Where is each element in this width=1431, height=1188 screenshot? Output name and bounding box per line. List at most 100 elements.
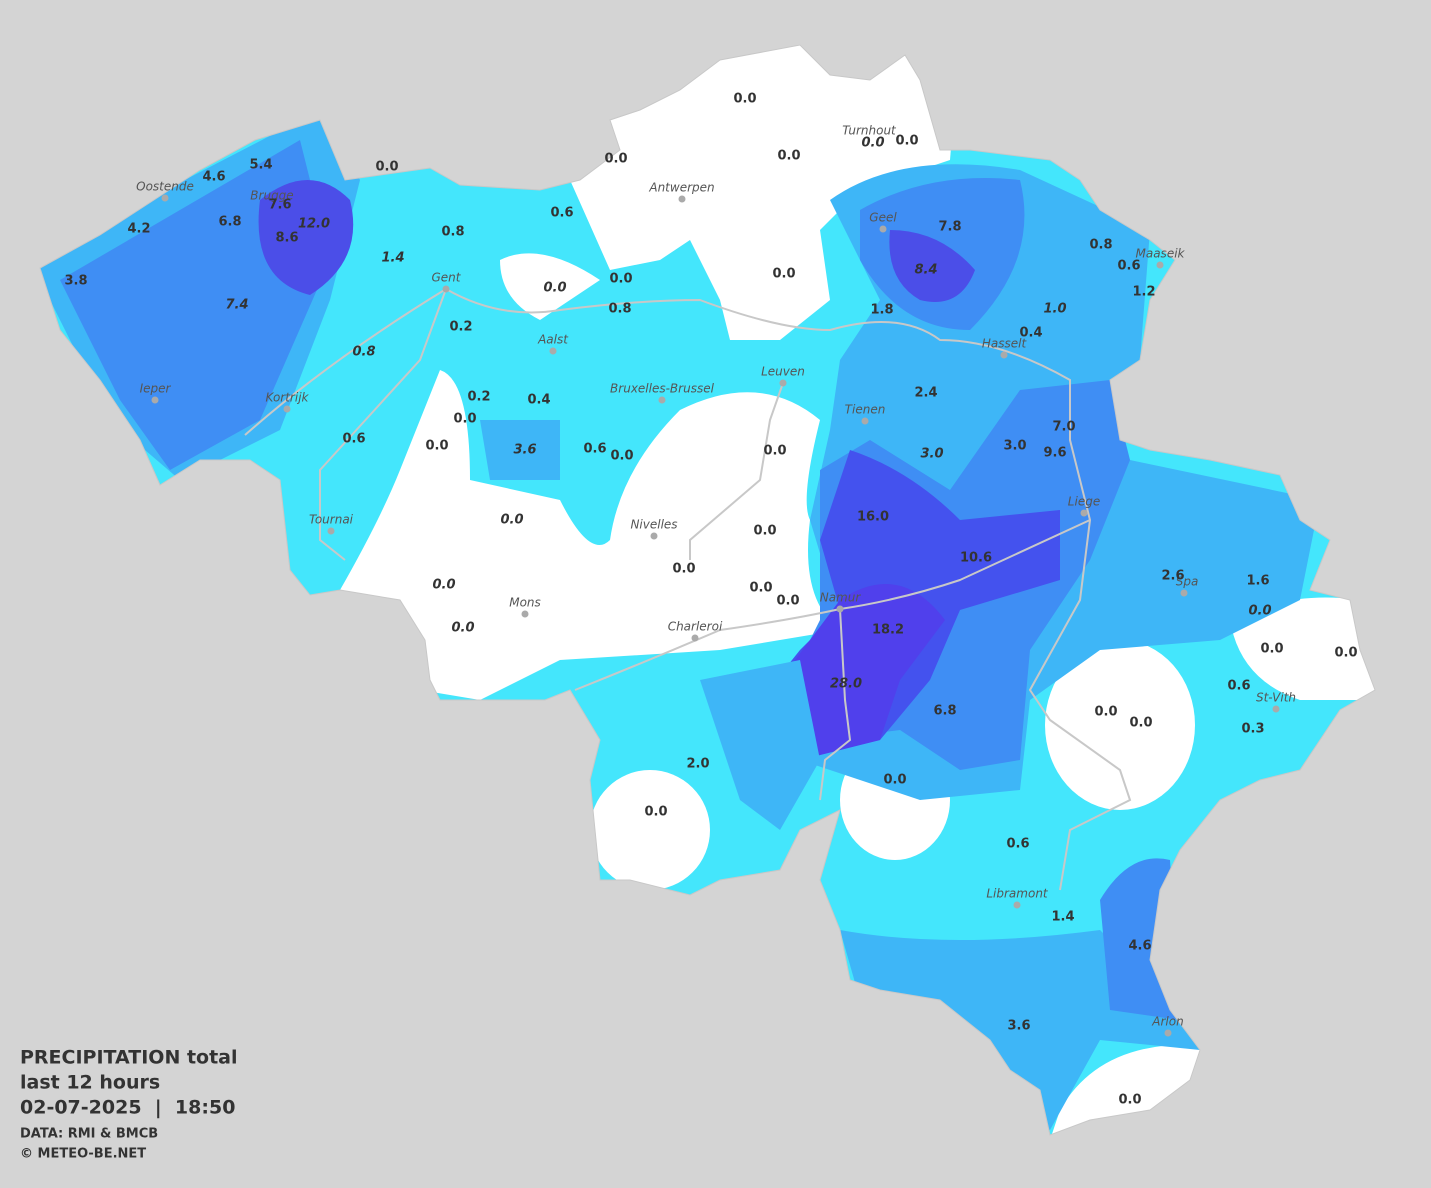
city-name: Antwerpen (648, 181, 714, 195)
city-name: Libramont (986, 887, 1049, 901)
station-value: 2.6 (1161, 569, 1184, 584)
city-dot (836, 605, 844, 613)
city-name: Aalst (537, 333, 569, 347)
city-name: Turnhout (842, 124, 897, 138)
city-dot (1180, 589, 1188, 597)
station-value: 4.6 (202, 170, 225, 185)
station-value: 0.0 (883, 773, 906, 788)
station-value: 0.6 (342, 432, 365, 447)
station-value: 0.0 (425, 439, 448, 454)
city-name: Geel (869, 211, 897, 225)
caption: PRECIPITATION total last 12 hours 02-07-… (20, 1047, 238, 1162)
city-name: Leuven (761, 365, 805, 379)
station-value: 0.0 (1118, 1093, 1141, 1108)
station-value: 8.6 (275, 231, 298, 246)
city-name: Arlon (1151, 1015, 1183, 1029)
city-name: Maaseik (1136, 247, 1186, 261)
city-name: Liege (1068, 495, 1100, 509)
station-value: 0.0 (644, 805, 667, 820)
station-value: 0.0 (543, 281, 566, 296)
station-value: 0.0 (1334, 646, 1357, 661)
city-name: Charleroi (668, 620, 723, 634)
city-name: Tournai (309, 513, 354, 527)
city-dot (1272, 705, 1280, 713)
station-value: 18.2 (872, 623, 904, 638)
city-dot (151, 396, 159, 404)
station-value: 0.0 (453, 412, 476, 427)
station-value: 2.4 (914, 386, 937, 401)
station-value: 0.6 (1117, 259, 1140, 274)
station-value: 0.0 (772, 267, 795, 282)
station-value: 0.0 (604, 152, 627, 167)
station-value: 6.8 (933, 704, 956, 719)
station-value: 0.8 (608, 302, 631, 317)
station-value: 4.6 (1128, 939, 1151, 954)
city-dot (161, 194, 169, 202)
city-name: Oostende (136, 180, 194, 194)
station-value: 0.0 (609, 272, 632, 287)
city-dot (549, 347, 557, 355)
station-value: 7.0 (1052, 420, 1075, 435)
city-dot (1013, 901, 1021, 909)
station-value: 8.4 (914, 263, 937, 278)
station-value: 1.0 (1043, 302, 1066, 317)
station-value: 4.2 (127, 222, 150, 237)
station-value: 3.0 (920, 447, 943, 462)
station-value: 0.0 (753, 524, 776, 539)
station-value: 28.0 (830, 677, 862, 692)
station-value: 0.0 (432, 578, 455, 593)
station-value: 0.8 (441, 225, 464, 240)
station-value: 0.6 (1227, 679, 1250, 694)
city-dot (658, 396, 666, 404)
station-value: 3.0 (1003, 439, 1026, 454)
station-value: 0.0 (500, 513, 523, 528)
station-value: 0.0 (777, 149, 800, 164)
station-value: 0.0 (749, 581, 772, 596)
station-value: 0.2 (467, 390, 490, 405)
city-name: Nivelles (630, 518, 677, 532)
city-name: Spa (1176, 575, 1199, 589)
caption-credit: © METEO-BE.NET (20, 1147, 146, 1162)
station-value: 1.8 (870, 303, 893, 318)
station-value: 0.6 (550, 206, 573, 221)
caption-period: last 12 hours (20, 1072, 160, 1094)
station-value: 0.0 (610, 449, 633, 464)
city-name: Ieper (140, 382, 172, 396)
station-value: 0.8 (1089, 238, 1112, 253)
station-value: 6.8 (218, 215, 241, 230)
caption-title: PRECIPITATION total (20, 1047, 238, 1069)
city-name: Mons (509, 596, 541, 610)
station-value: 0.2 (449, 320, 472, 335)
station-value: 0.4 (1019, 326, 1042, 341)
city-dot (521, 610, 529, 618)
station-value: 0.0 (1129, 716, 1152, 731)
station-value: 7.6 (268, 198, 291, 213)
city-dot (861, 417, 869, 425)
city-dot (779, 379, 787, 387)
station-value: 1.2 (1132, 285, 1155, 300)
caption-source: DATA: RMI & BMCB (20, 1127, 158, 1142)
station-value: 0.8 (352, 345, 375, 360)
rivers (244, 287, 1132, 891)
station-value: 0.3 (1241, 722, 1264, 737)
station-value: 7.8 (938, 220, 961, 235)
station-value: 3.8 (64, 274, 87, 289)
station-value: 0.6 (583, 442, 606, 457)
station-value: 12.0 (298, 217, 330, 232)
station-value: 3.6 (513, 443, 536, 458)
station-value: 1.4 (1051, 910, 1074, 925)
station-value: 0.6 (1006, 837, 1029, 852)
city-name: Bruxelles-Brussel (610, 382, 715, 396)
city-dot (691, 634, 699, 642)
city-name: Gent (432, 271, 462, 285)
station-value: 0.0 (1248, 604, 1271, 619)
station-value: 7.4 (225, 298, 248, 313)
station-value: 0.0 (776, 594, 799, 609)
city-name: Namur (820, 591, 862, 605)
station-value: 0.0 (672, 562, 695, 577)
station-value: 2.0 (686, 757, 709, 772)
city-dot (442, 285, 450, 293)
city-name: Brugge (250, 189, 293, 203)
city-dot (678, 195, 686, 203)
